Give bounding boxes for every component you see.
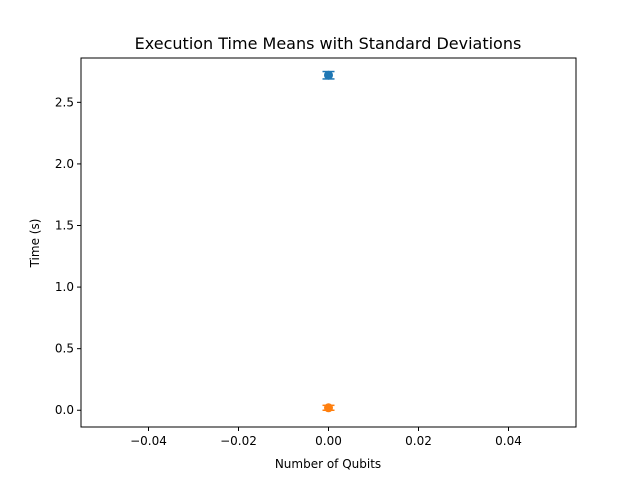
chart-title: Execution Time Means with Standard Devia… (135, 34, 522, 53)
y-tick-label: 2.0 (55, 157, 74, 171)
y-tick-label: 1.5 (55, 219, 74, 233)
data-point (324, 70, 333, 80)
data-point (324, 403, 333, 413)
x-tick-label: 0.00 (315, 434, 342, 448)
plot-frame (80, 57, 577, 428)
y-tick-label: 1.0 (55, 280, 74, 294)
x-axis-label: Number of Qubits (275, 457, 381, 471)
x-tick-label: −0.04 (130, 434, 167, 448)
y-tick-label: 0.0 (55, 403, 74, 417)
x-tick-label: 0.02 (405, 434, 432, 448)
y-tick-label: 0.5 (55, 342, 74, 356)
y-tick-label: 2.5 (55, 95, 74, 109)
y-axis-label: Time (s) (28, 219, 42, 269)
x-tick-label: −0.02 (220, 434, 257, 448)
x-tick-label: 0.04 (495, 434, 522, 448)
